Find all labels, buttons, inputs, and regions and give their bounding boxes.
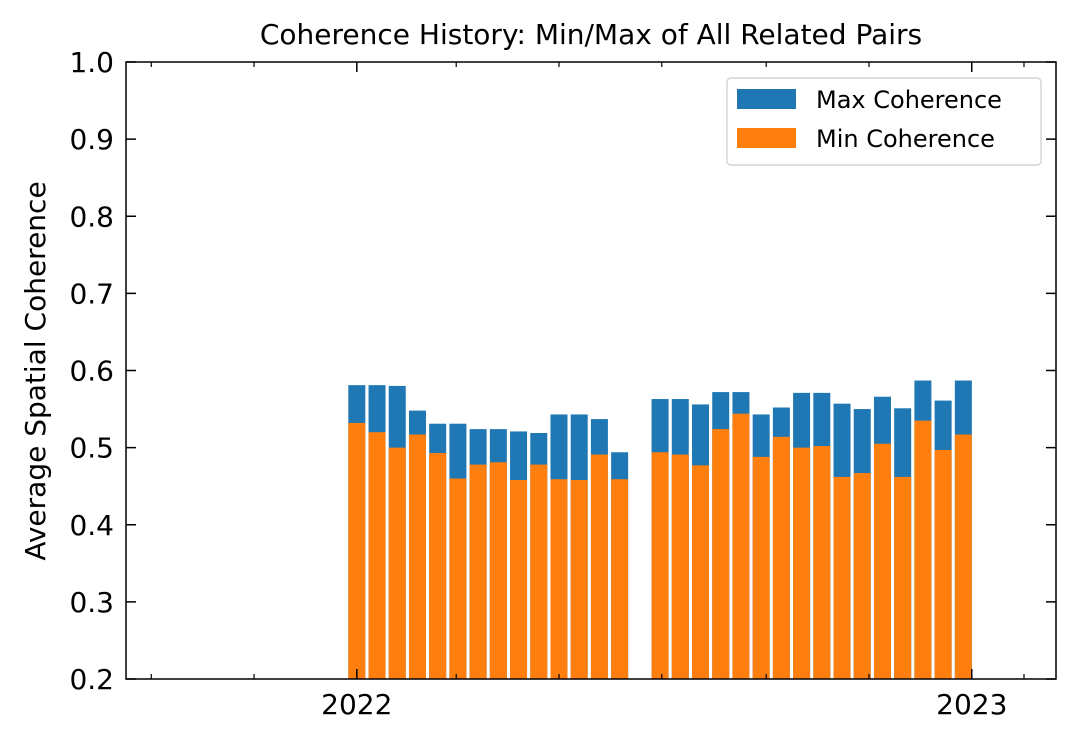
plot-frame	[125, 61, 1057, 680]
bar-min-16	[671, 454, 689, 679]
chart-title: Coherence History: Min/Max of All Relate…	[260, 18, 922, 51]
y-tick-label: 0.5	[69, 432, 114, 465]
y-tick-label: 0.2	[69, 663, 114, 696]
bar-min-19	[732, 413, 750, 679]
legend-box	[726, 77, 1042, 166]
bar-min-10	[530, 464, 548, 679]
y-tick-label: 1.0	[69, 46, 114, 79]
bar-min-15	[651, 452, 669, 679]
bar-min-4	[408, 434, 426, 679]
bar-min-23	[813, 446, 831, 679]
y-axis-label: Average Spatial Coherence	[19, 181, 52, 560]
bar-min-2	[368, 432, 386, 679]
bar-min-8	[489, 462, 507, 679]
bar-min-17	[692, 465, 710, 679]
y-tick-label: 0.6	[69, 355, 114, 388]
bar-min-28	[914, 420, 932, 679]
bar-min-1	[348, 422, 366, 679]
bar-min-12	[570, 480, 588, 679]
bar-min-29	[934, 449, 952, 679]
legend-swatch-max	[737, 89, 796, 109]
bar-min-9	[510, 480, 528, 679]
ticks-layer: 0.2 0.3 0.4 0.5 0.6 0.7 0.8 0.9 1.0 2022 2023	[69, 46, 1056, 721]
bar-min-20	[752, 456, 770, 679]
y-tick-label: 0.8	[69, 200, 114, 233]
bar-min-18	[712, 429, 730, 679]
bar-min-13	[590, 454, 608, 679]
x-tick-label: 2022	[321, 688, 392, 721]
bar-min-14	[611, 479, 629, 679]
bar-min-25	[853, 473, 871, 679]
bar-min-22	[793, 447, 811, 679]
x-tick-label: 2023	[936, 688, 1007, 721]
y-tick-label: 0.9	[69, 123, 114, 156]
y-tick-label: 0.3	[69, 586, 114, 619]
legend: Max Coherence Min Coherence	[726, 77, 1042, 166]
legend-label-min: Min Coherence	[816, 125, 995, 153]
bar-min-24	[833, 476, 851, 679]
legend-label-max: Max Coherence	[816, 86, 1002, 114]
bar-min-30	[954, 434, 972, 679]
bar-min-3	[388, 447, 406, 679]
bar-min-5	[429, 453, 447, 679]
bars-layer	[348, 380, 972, 679]
bar-min-7	[469, 464, 487, 679]
bar-min-26	[873, 443, 891, 679]
legend-swatch-min	[737, 128, 796, 148]
bar-min-21	[772, 436, 790, 679]
bar-min-27	[894, 476, 912, 679]
bar-min-6	[449, 478, 467, 679]
y-tick-label: 0.7	[69, 277, 114, 310]
y-tick-label: 0.4	[69, 509, 114, 542]
bar-min-11	[550, 479, 568, 679]
